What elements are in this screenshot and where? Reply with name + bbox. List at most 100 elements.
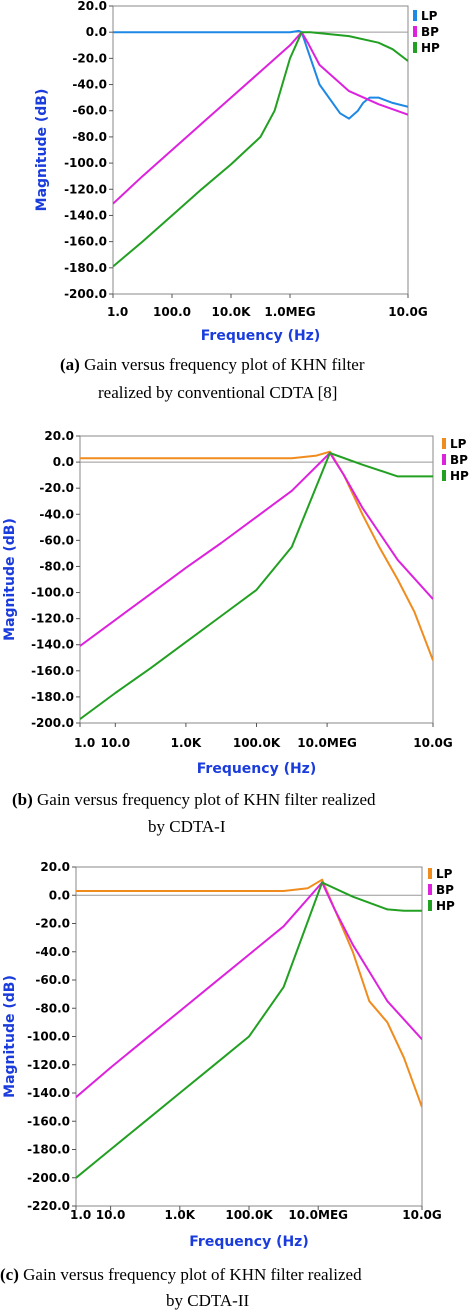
y-tick-label: -180.0: [64, 261, 107, 275]
y-tick-label: -20.0: [72, 51, 107, 65]
x-tick-label: 100.0: [153, 305, 191, 319]
y-tick-label: -180.0: [27, 1143, 70, 1157]
y-axis-title: Magnitude (dB): [2, 518, 18, 641]
series-line-hp: [80, 452, 433, 720]
x-tick-label: 1.0K: [165, 1208, 196, 1222]
x-tick-label: 1.0: [70, 1208, 91, 1222]
y-tick-label: -80.0: [39, 559, 74, 573]
y-tick-label: -160.0: [31, 664, 74, 678]
x-tick-label: 10.0: [96, 1208, 126, 1222]
x-tick-label: 10.0G: [402, 1208, 441, 1222]
series-line-bp: [76, 881, 422, 1098]
x-tick-label: 10.0K: [212, 305, 252, 319]
legend-swatch-lp: [413, 10, 417, 21]
y-tick-label: -200.0: [64, 287, 107, 301]
y-tick-label: -20.0: [35, 917, 70, 931]
y-tick-label: -220.0: [27, 1199, 70, 1213]
y-tick-label: 0.0: [53, 455, 74, 469]
x-axis-title: Frequency (Hz): [189, 1234, 308, 1250]
series-line-bp: [113, 31, 408, 205]
legend-swatch-lp: [428, 868, 432, 879]
series-line-lp: [113, 29, 408, 120]
y-tick-label: -140.0: [31, 638, 74, 652]
plot-area: [112, 5, 409, 295]
caption-c-text: Gain versus frequency plot of KHN filter…: [23, 1265, 362, 1284]
series-line-hp: [76, 881, 422, 1179]
y-tick-label: -60.0: [72, 104, 107, 118]
y-tick-label: -140.0: [64, 208, 107, 222]
y-tick-label: -20.0: [39, 481, 74, 495]
y-tick-label: -100.0: [64, 156, 107, 170]
x-tick-label: 10.0: [100, 736, 130, 750]
legend-swatch-bp: [442, 454, 446, 465]
legend-swatch-bp: [413, 26, 417, 37]
caption-c: (c) Gain versus frequency plot of KHN fi…: [0, 1262, 474, 1287]
caption-a-line2: realized by conventional CDTA [8]: [98, 380, 468, 405]
y-tick-label: -100.0: [27, 1030, 70, 1044]
series-line-lp: [80, 450, 433, 661]
legend-label-bp: BP: [450, 453, 468, 467]
caption-a: (a) Gain versus frequency plot of KHN fi…: [60, 352, 470, 377]
chart-b: 20.0 0.0 -20.0 -40.0 -60.0 -80.0 -100.0 -120.0 -…: [2, 429, 469, 777]
caption-a-text: Gain versus frequency plot of KHN filter: [84, 355, 365, 374]
y-tick-label: -60.0: [39, 533, 74, 547]
x-tick-label: 1.0MEG: [264, 305, 315, 319]
y-tick-label: -120.0: [31, 612, 74, 626]
caption-b-line2: by CDTA-I: [148, 814, 448, 839]
series-line-bp: [80, 452, 433, 647]
x-axis-title: Frequency (Hz): [201, 328, 320, 344]
series-line-hp: [113, 31, 408, 268]
caption-a-text-line2: realized by conventional CDTA [8]: [98, 383, 338, 402]
y-tick-label: -40.0: [39, 507, 74, 521]
y-tick-label: -120.0: [64, 182, 107, 196]
legend-label-lp: LP: [450, 437, 467, 451]
x-tick-label: 10.0MEG: [297, 736, 357, 750]
legend-label-lp: LP: [436, 867, 453, 881]
legend-label-hp: HP: [436, 899, 455, 913]
caption-c-text-line2: by CDTA-II: [166, 1291, 250, 1310]
y-tick-label: 20.0: [44, 429, 74, 443]
x-tick-label: 1.0: [107, 305, 128, 319]
y-axis-title: Magnitude (dB): [2, 975, 18, 1098]
y-tick-label: -200.0: [27, 1171, 70, 1185]
y-tick-label: -180.0: [31, 690, 74, 704]
series-line-lp: [76, 878, 422, 1108]
legend-swatch-hp: [428, 900, 432, 911]
caption-b-text-line2: by CDTA-I: [148, 817, 226, 836]
y-tick-label: -60.0: [35, 973, 70, 987]
x-tick-label: 100.0K: [225, 1208, 273, 1222]
y-tick-label: -100.0: [31, 586, 74, 600]
y-tick-label: 0.0: [49, 888, 70, 902]
caption-a-label: (a): [60, 355, 80, 374]
legend-label-lp: LP: [421, 9, 438, 23]
y-tick-label: -40.0: [35, 945, 70, 959]
legend-swatch-bp: [428, 884, 432, 895]
x-tick-label: 10.0G: [413, 736, 452, 750]
chart-c: 20.0 0.0 -20.0 -40.0 -60.0 -80.0 -100.0 -120.0 -…: [2, 860, 455, 1250]
y-tick-label: -160.0: [64, 235, 107, 249]
y-tick-label: 20.0: [40, 860, 70, 874]
x-tick-label: 10.0G: [388, 305, 427, 319]
y-tick-label: -200.0: [31, 716, 74, 730]
y-axis-title: Magnitude (dB): [34, 89, 50, 212]
y-tick-label: 0.0: [86, 25, 107, 39]
caption-c-label: (c): [0, 1265, 19, 1284]
legend-label-bp: BP: [436, 883, 454, 897]
y-tick-label: -40.0: [72, 78, 107, 92]
plot-area: [79, 435, 434, 724]
y-tick-label: -120.0: [27, 1058, 70, 1072]
caption-b-text: Gain versus frequency plot of KHN filter…: [37, 790, 376, 809]
caption-c-line2: by CDTA-II: [166, 1288, 466, 1313]
x-tick-label: 1.0K: [171, 736, 202, 750]
legend-swatch-lp: [442, 438, 446, 449]
legend-label-hp: HP: [421, 41, 440, 55]
chart-a: 20.0 0.0 -20.0 -40.0 -60.0 -80.0 -100.0 -120.0 -…: [34, 0, 440, 344]
y-tick-label: -140.0: [27, 1086, 70, 1100]
x-axis-title: Frequency (Hz): [197, 761, 316, 777]
caption-b: (b) Gain versus frequency plot of KHN fi…: [12, 787, 472, 812]
y-tick-label: 20.0: [77, 0, 107, 13]
legend-swatch-hp: [442, 470, 446, 481]
legend-label-hp: HP: [450, 469, 469, 483]
caption-b-label: (b): [12, 790, 33, 809]
y-tick-label: -80.0: [35, 1001, 70, 1015]
